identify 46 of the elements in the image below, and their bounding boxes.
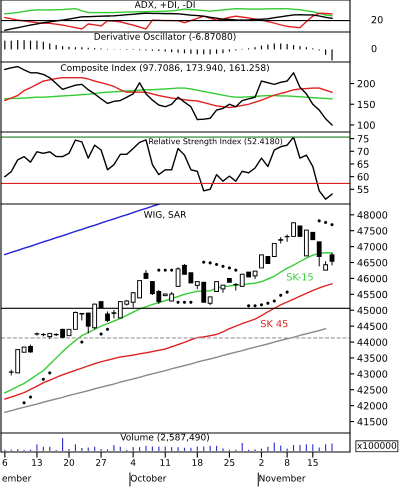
x-tick-label: 8 — [284, 459, 290, 466]
text: November — [259, 474, 306, 482]
chart-title: Composite Index (97.7086, 173.940, 161.258) — [60, 64, 269, 73]
x-tick-label: 11 — [160, 459, 170, 466]
text: 20 — [372, 16, 383, 24]
text: ember — [2, 474, 32, 482]
y-tick-label: 200 — [358, 80, 375, 88]
text: October — [130, 474, 166, 482]
text: 0 — [372, 44, 376, 52]
y-tick-label: 46000 — [357, 274, 388, 282]
y-tick-label: 43000 — [357, 370, 388, 378]
y-tick-label: 44000 — [357, 338, 388, 346]
y-tick-label: 47500 — [357, 227, 388, 235]
y-tick-label: 48000 — [357, 211, 388, 219]
y-tick-label: 65 — [358, 160, 368, 168]
x-tick-label: 18 — [192, 459, 202, 466]
y-tick-label: 45500 — [357, 290, 388, 298]
y-tick-label: 47000 — [357, 243, 388, 250]
chart-title: Derivative Oscillator (-6.87080) — [94, 32, 236, 41]
x-tick-label: 20 — [64, 459, 74, 466]
series-label: SK-15 — [286, 273, 313, 281]
y-tick-label: 42500 — [357, 386, 388, 394]
x-tick-label: 15 — [308, 459, 318, 466]
series-label: SK 45 — [260, 320, 288, 328]
y-tick-label: 60 — [358, 173, 369, 180]
y-tick-label: 70 — [358, 148, 369, 156]
x-tick-label: 2 — [259, 459, 264, 466]
x-tick-label: 27 — [96, 459, 106, 466]
y-tick-label: 150 — [358, 100, 375, 108]
y-axis-title: x100000 — [357, 442, 396, 449]
y-tick-label: 100 — [358, 121, 375, 129]
y-tick-label: 41500 — [357, 418, 388, 426]
y-tick-label: 46500 — [357, 259, 388, 266]
x-tick-label: 13 — [32, 459, 42, 466]
text: WIG, SAR — [144, 211, 186, 219]
chart-title: ADX, +DI, -DI — [134, 1, 195, 9]
y-tick-label: 42000 — [357, 402, 388, 410]
x-tick-label: 6 — [2, 459, 8, 466]
y-tick-label: 45000 — [357, 306, 388, 314]
x-tick-label: 25 — [224, 459, 234, 466]
y-tick-label: 55 — [358, 186, 368, 194]
y-tick-label: 75 — [358, 135, 368, 142]
chart-title: Volume (2,587,490) — [120, 434, 209, 442]
y-tick-label: 44500 — [357, 322, 388, 330]
y-tick-label: 43500 — [357, 354, 388, 362]
x-tick-label: 4 — [130, 459, 136, 466]
